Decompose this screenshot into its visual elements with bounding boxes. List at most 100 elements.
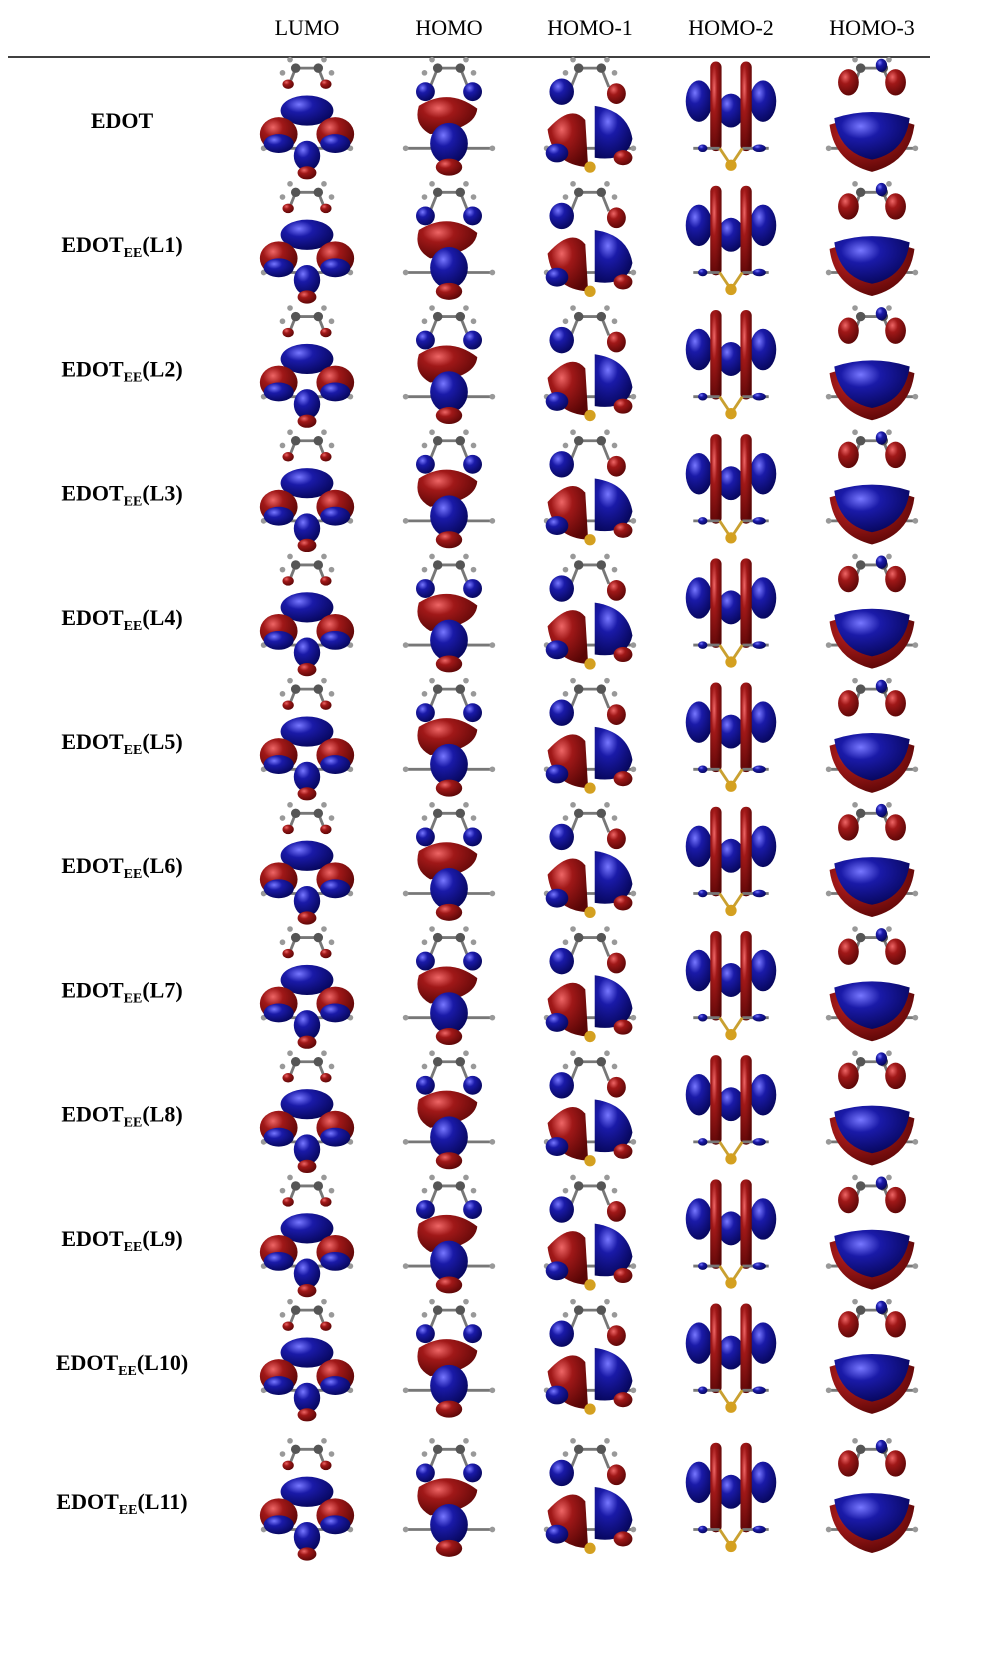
row-label: EDOTEE(L8) — [61, 1102, 182, 1131]
orbital-image — [686, 62, 777, 171]
orbital-image — [686, 1443, 777, 1552]
orbital-image — [403, 926, 495, 1045]
label-subscript: EE — [124, 867, 143, 882]
orbital-image — [686, 931, 777, 1040]
row-label: EDOTEE(L1) — [61, 232, 182, 261]
column-header: HOMO-1 — [547, 15, 633, 40]
orbital-image — [403, 802, 495, 921]
header-row: LUMO HOMO HOMO-1 HOMO-2 HOMO-3 — [275, 15, 915, 40]
orbital-image — [260, 926, 354, 1049]
orbital-image — [826, 305, 918, 420]
label-subscript: EE — [118, 1364, 137, 1379]
orbital-image — [686, 807, 777, 916]
label-subscript: EE — [124, 991, 143, 1006]
label-base: EDOT — [61, 853, 124, 878]
orbital-image — [686, 310, 777, 419]
orbital-image — [686, 434, 777, 543]
orbital-image — [260, 1050, 354, 1173]
label-subscript: EE — [124, 1116, 143, 1131]
orbital-image — [826, 802, 918, 917]
orbital-image — [686, 1304, 777, 1413]
orbital-image — [686, 1179, 777, 1288]
column-header: LUMO — [275, 15, 340, 40]
orbital-image — [826, 554, 918, 669]
orbital-image — [260, 57, 354, 180]
column-header: HOMO-3 — [829, 15, 915, 40]
label-base: EDOT — [56, 1489, 119, 1514]
row-label: EDOTEE(L3) — [61, 481, 182, 510]
orbital-image — [403, 305, 495, 424]
label-suffix: (L8) — [142, 1102, 182, 1127]
orbital-image — [403, 1175, 495, 1294]
orbital-image — [260, 554, 354, 677]
page: LUMOHOMOHOMO-1HOMO-2HOMO-3 EDOTEDOTEE(L1… — [0, 0, 995, 1677]
label-suffix: (L10) — [137, 1350, 188, 1375]
label-base: EDOT — [61, 1226, 124, 1251]
label-base: EDOT — [61, 1102, 124, 1127]
orbital-image — [260, 678, 354, 801]
row-label: EDOT — [91, 108, 154, 133]
orbital-image — [260, 1299, 354, 1422]
orbital-image — [826, 1299, 918, 1414]
table-body: EDOTEDOTEE(L1)EDOTEE(L2)EDOTEE(L3)EDOTEE… — [56, 57, 918, 1561]
orbital-image — [826, 926, 918, 1041]
orbital-image — [403, 429, 495, 548]
orbital-image — [544, 802, 636, 918]
orbital-image — [544, 181, 636, 297]
orbital-image — [686, 558, 777, 667]
orbital-table: LUMOHOMOHOMO-1HOMO-2HOMO-3 EDOTEDOTEE(L1… — [0, 0, 995, 1677]
orbital-image — [403, 57, 495, 176]
row-label: EDOTEE(L11) — [56, 1489, 187, 1518]
orbital-image — [826, 678, 918, 793]
column-header: HOMO-2 — [688, 15, 774, 40]
orbital-image — [826, 1175, 918, 1290]
orbital-image — [544, 57, 636, 173]
orbital-image — [403, 181, 495, 300]
orbital-image — [544, 678, 636, 794]
orbital-image — [403, 554, 495, 673]
orbital-image — [686, 683, 777, 792]
label-suffix: (L9) — [142, 1226, 182, 1251]
label-suffix: (L1) — [142, 232, 182, 257]
orbital-image — [544, 429, 636, 545]
label-subscript: EE — [124, 743, 143, 758]
row-label: EDOTEE(L10) — [56, 1350, 188, 1379]
label-subscript: EE — [124, 619, 143, 634]
orbital-image — [260, 181, 354, 304]
orbital-image — [686, 186, 777, 295]
orbital-image — [403, 1050, 495, 1169]
row-label: EDOTEE(L2) — [61, 356, 182, 385]
column-header: HOMO — [415, 15, 482, 40]
orbital-image — [544, 926, 636, 1042]
orbital-image — [544, 1299, 636, 1415]
label-suffix: (L11) — [137, 1489, 187, 1514]
label-suffix: (L4) — [142, 605, 182, 630]
orbital-image — [826, 57, 918, 172]
orbital-image — [826, 1438, 918, 1553]
orbital-image — [544, 1175, 636, 1291]
label-subscript: EE — [124, 246, 143, 261]
orbital-image — [403, 1299, 495, 1418]
orbital-image — [544, 1050, 636, 1166]
orbital-image — [544, 1438, 636, 1554]
label-subscript: EE — [124, 370, 143, 385]
orbital-image — [826, 1050, 918, 1165]
label-base: EDOT — [61, 481, 124, 506]
orbital-image — [260, 1438, 354, 1561]
row-label: EDOTEE(L7) — [61, 977, 182, 1006]
orbital-image — [686, 1055, 777, 1164]
row-label: EDOTEE(L5) — [61, 729, 182, 758]
label-subscript: EE — [124, 495, 143, 510]
label-base: EDOT — [61, 729, 124, 754]
label-base: EDOT — [56, 1350, 119, 1375]
label-suffix: (L5) — [142, 729, 182, 754]
label-base: EDOT — [61, 977, 124, 1002]
label-base: EDOT — [61, 232, 124, 257]
orbital-image — [544, 554, 636, 670]
label-subscript: EE — [124, 1240, 143, 1255]
orbital-image — [826, 429, 918, 544]
label-base: EDOT — [91, 108, 154, 133]
label-suffix: (L6) — [142, 853, 182, 878]
orbital-image — [260, 429, 354, 552]
orbital-image — [403, 678, 495, 797]
